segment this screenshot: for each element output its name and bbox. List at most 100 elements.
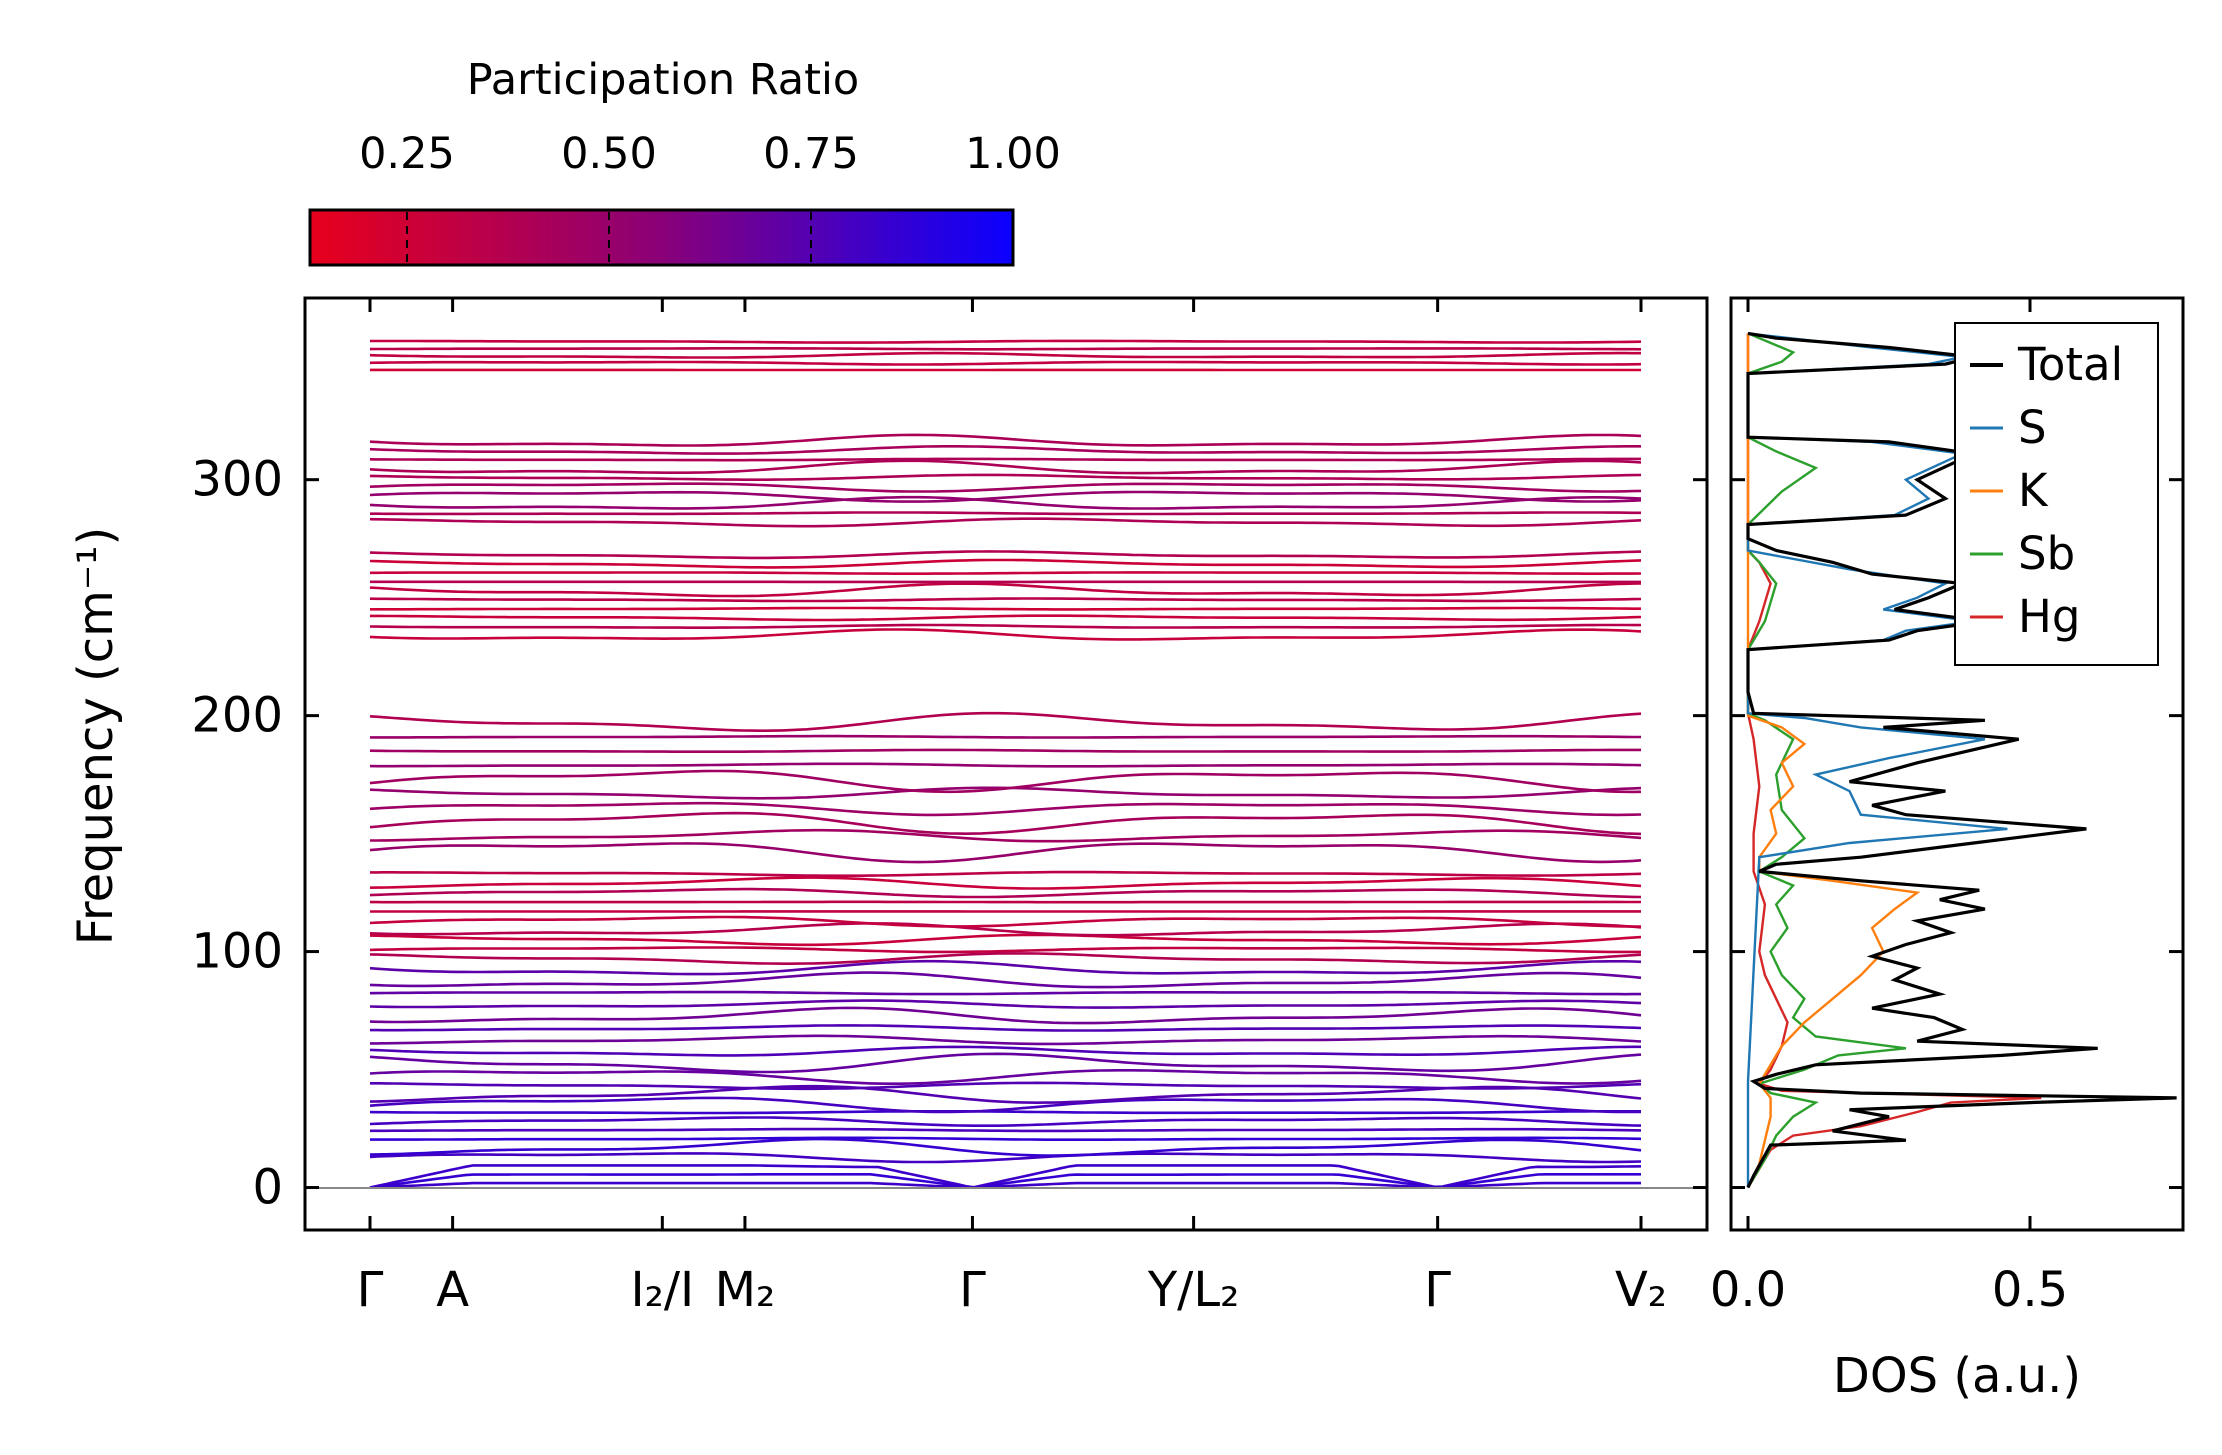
legend-label: Total <box>2017 338 2123 391</box>
band-line <box>369 445 1641 455</box>
band-line <box>369 971 1642 989</box>
band-line <box>369 1052 1642 1074</box>
band-line <box>369 1096 1642 1114</box>
dos-series-k <box>1746 333 1921 1189</box>
x-tick-label: M₂ <box>715 1262 776 1318</box>
colorbar-title: Participation Ratio <box>467 55 860 105</box>
band-line <box>369 517 1642 528</box>
colorbar-tick-label: 0.25 <box>359 129 455 179</box>
band-line <box>369 946 1641 954</box>
colorbar-gradient <box>308 208 1015 267</box>
band-line <box>369 1110 1641 1115</box>
band-line <box>369 952 1642 965</box>
x-tick-label: I₂/I <box>630 1262 694 1318</box>
band-line <box>370 828 1642 843</box>
band-line <box>369 769 1642 794</box>
band-line <box>369 999 1642 1009</box>
band-line <box>369 922 1642 937</box>
band-line <box>369 495 1642 510</box>
band-line <box>369 915 1641 928</box>
x-tick-label: V₂ <box>1615 1262 1667 1318</box>
band-line <box>369 347 1642 351</box>
band-line <box>370 1127 1642 1133</box>
band-line <box>369 1006 1642 1025</box>
band-line <box>370 1136 1642 1141</box>
colorbar: Participation Ratio 0.25 0.50 0.75 1.00 <box>308 55 1061 267</box>
band-line <box>369 628 1642 641</box>
dos-series-hg <box>1746 333 2042 1189</box>
band-lines <box>369 339 1642 1189</box>
y-tick-label: 300 <box>191 452 283 508</box>
colorbar-tick-label: 0.75 <box>763 129 859 179</box>
x-axis-label: DOS (a.u.) <box>1833 1348 2081 1404</box>
y-tick-label: 100 <box>191 924 283 980</box>
band-line <box>369 1137 1642 1157</box>
band-line <box>369 623 1641 629</box>
band-line <box>369 1069 1642 1085</box>
dos-panel-frame <box>1729 296 2185 1232</box>
band-line <box>369 762 1642 768</box>
legend-label: S <box>2018 401 2047 454</box>
y-axis-label: Frequency (cm⁻¹) <box>68 527 124 945</box>
band-line <box>369 1152 1642 1164</box>
band-line <box>370 606 1641 611</box>
band-line <box>369 1116 1642 1127</box>
band-line <box>369 711 1642 732</box>
band-line <box>370 614 1642 622</box>
band-line <box>369 457 1641 462</box>
band-line <box>370 1024 1642 1032</box>
band-line <box>369 990 1641 996</box>
colorbar-tick-label: 1.00 <box>965 129 1061 179</box>
dos-x-tick-label: 0.0 <box>1710 1262 1786 1318</box>
x-tick-label: Γ <box>959 1262 986 1318</box>
band-panel-frame <box>303 296 1709 1232</box>
band-line <box>369 801 1642 817</box>
x-tick-label: Γ <box>357 1262 384 1318</box>
dos-series-total <box>1746 331 2177 1189</box>
band-line <box>370 511 1641 516</box>
y-tick-label: 200 <box>191 688 283 744</box>
band-line <box>369 582 1642 598</box>
band-line <box>369 1164 1642 1189</box>
x-tick-label: Y/L₂ <box>1147 1262 1239 1318</box>
band-line <box>369 1045 1641 1057</box>
legend-box <box>1954 322 2159 666</box>
legend: Total SK Sb Hg <box>1954 322 2159 666</box>
x-tick-label: Γ <box>1424 1262 1451 1318</box>
colorbar-tick-label: 0.50 <box>561 129 657 179</box>
x-tick-label: A <box>436 1262 469 1318</box>
legend-label: Sb <box>2018 527 2075 580</box>
legend-label: K <box>2018 464 2049 517</box>
band-line <box>369 360 1642 366</box>
band-line <box>369 842 1642 864</box>
band-line <box>369 959 1642 976</box>
band-line <box>369 490 1642 503</box>
band-line <box>369 933 1642 947</box>
band-line <box>369 459 1642 475</box>
band-line <box>369 482 1642 493</box>
band-line <box>369 558 1642 569</box>
legend-label: Hg <box>2018 590 2080 643</box>
band-line <box>370 734 1641 739</box>
band-line <box>369 473 1642 481</box>
dos-panel: 0.0 0.5 DOS (a.u.) Total SK Sb Hg <box>1710 296 2185 1404</box>
band-line <box>369 597 1642 603</box>
dos-x-tick-label: 0.5 <box>1992 1262 2068 1318</box>
band-line <box>369 1084 1642 1105</box>
band-line <box>370 339 1642 344</box>
band-line <box>369 351 1641 359</box>
band-line <box>370 870 1642 877</box>
band-line <box>369 550 1642 560</box>
band-line <box>370 571 1642 575</box>
band-line <box>369 876 1642 890</box>
band-line <box>369 811 1642 836</box>
dos-series-sb <box>1746 332 1907 1189</box>
band-line <box>370 1081 1642 1091</box>
band-line <box>369 433 1642 447</box>
band-line <box>369 887 1642 899</box>
band-line <box>370 1034 1642 1046</box>
band-line <box>369 748 1641 753</box>
y-tick-label: 0 <box>252 1160 283 1216</box>
